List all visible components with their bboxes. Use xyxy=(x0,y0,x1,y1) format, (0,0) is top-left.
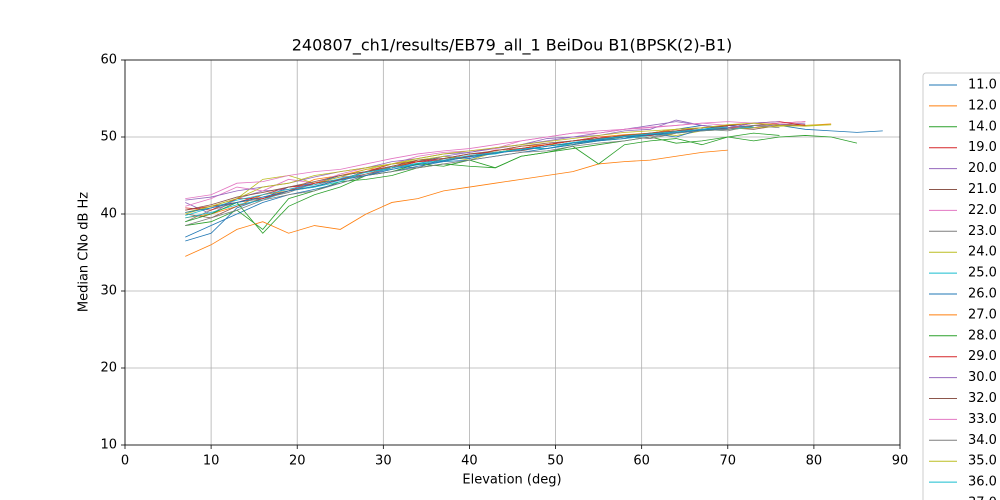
legend-label: 14.0 xyxy=(968,119,997,134)
y-tick-label: 50 xyxy=(100,130,117,145)
plot-frame xyxy=(124,59,901,446)
y-axis-label: Median CNo dB Hz xyxy=(77,192,92,312)
y-tick-label: 10 xyxy=(100,438,117,453)
x-tick-label: 30 xyxy=(375,454,392,469)
legend-label: 20.0 xyxy=(968,161,997,176)
series-line xyxy=(185,128,728,213)
x-tick-label: 10 xyxy=(203,454,220,469)
series-line xyxy=(185,121,754,199)
legend-label: 35.0 xyxy=(968,454,997,469)
legend-label: 37.0 xyxy=(968,496,997,500)
grid: 0 10 20 30 40 50 60 70 80 90 10 20 30 40 50 60 xyxy=(100,53,908,469)
x-tick-label: 40 xyxy=(461,454,478,469)
legend-label: 11.0 xyxy=(968,78,997,93)
x-tick-label: 0 xyxy=(121,454,129,469)
series-line xyxy=(185,132,780,234)
legend-label: 24.0 xyxy=(968,245,997,260)
legend-label: 33.0 xyxy=(968,412,997,427)
legend-label: 26.0 xyxy=(968,287,997,302)
legend-label: 19.0 xyxy=(968,140,997,155)
x-tick-label: 60 xyxy=(633,454,650,469)
legend-label: 36.0 xyxy=(968,475,997,490)
legend-label: 25.0 xyxy=(968,266,997,281)
legend-label: 28.0 xyxy=(968,328,997,343)
legend-label: 29.0 xyxy=(968,349,997,364)
series-line xyxy=(185,124,806,219)
legend-label: 21.0 xyxy=(968,182,997,197)
series-line xyxy=(185,122,832,215)
legend-label: 32.0 xyxy=(968,391,997,406)
series-line xyxy=(185,125,728,211)
legend-label: 27.0 xyxy=(968,307,997,322)
y-tick-label: 30 xyxy=(100,284,117,299)
legend-label: 22.0 xyxy=(968,203,997,218)
series-line xyxy=(185,149,728,257)
plot-lines xyxy=(185,119,883,257)
chart-title: 240807_ch1/results/EB79_all_1 BeiDou B1(… xyxy=(292,36,733,56)
series-line xyxy=(185,125,780,223)
x-tick-label: 20 xyxy=(289,454,306,469)
x-axis-label: Elevation (deg) xyxy=(462,473,561,488)
x-tick-label: 90 xyxy=(892,454,909,469)
y-tick-label: 20 xyxy=(100,361,117,376)
legend-label: 34.0 xyxy=(968,433,997,448)
legend-label: 23.0 xyxy=(968,224,997,239)
x-tick-label: 50 xyxy=(547,454,564,469)
legend-box xyxy=(922,72,1000,500)
x-tick-label: 80 xyxy=(806,454,823,469)
series-line xyxy=(185,122,883,242)
x-tick-label: 70 xyxy=(720,454,737,469)
legend-label: 30.0 xyxy=(968,370,997,385)
series-line xyxy=(185,126,728,216)
legend-label: 12.0 xyxy=(968,98,997,113)
y-tick-label: 40 xyxy=(100,207,117,222)
series-line xyxy=(185,124,780,226)
legend: 11.0 12.0 14.0 19.0 20.0 21.0 22.0 23.0 24.0 25.0… xyxy=(922,72,1000,500)
y-tick-label: 60 xyxy=(100,53,117,68)
